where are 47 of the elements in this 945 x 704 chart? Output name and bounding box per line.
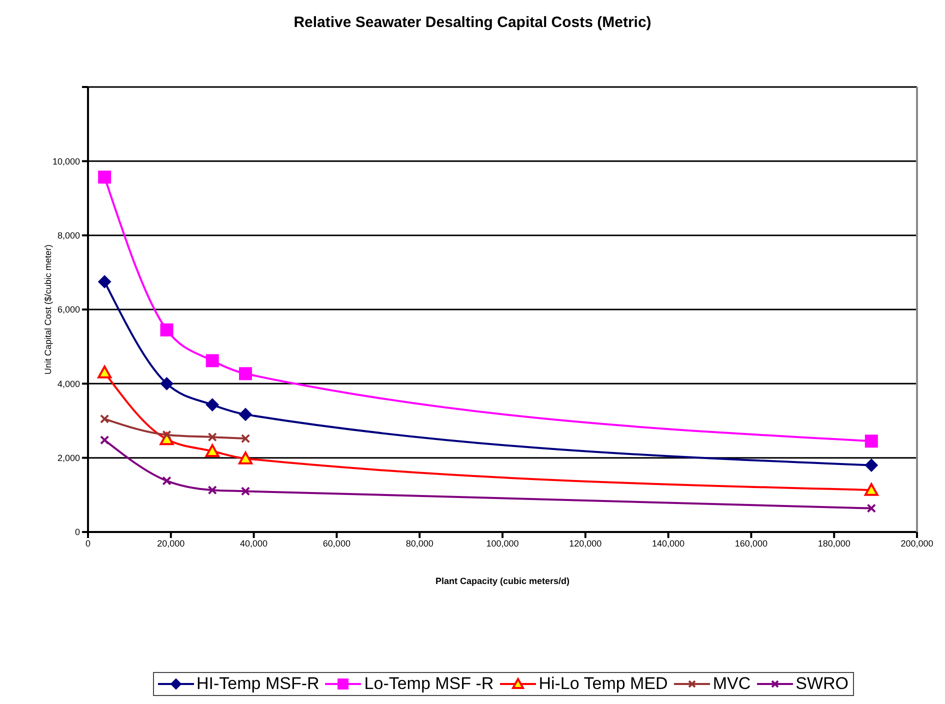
x-tick-label: 180,000 — [818, 538, 850, 548]
y-tick-label: 8,000 — [57, 230, 80, 241]
legend-label: Hi-Lo Temp MED — [538, 674, 668, 694]
y-tick-label: 6,000 — [57, 304, 80, 315]
point — [208, 485, 217, 495]
point — [240, 486, 250, 496]
chart-title: Relative Seawater Desalting Capital Costs (Metric) — [292, 14, 652, 31]
point — [206, 354, 219, 368]
point — [100, 414, 110, 424]
point — [98, 275, 112, 288]
y-tick-label: 10,000 — [52, 156, 80, 166]
point — [160, 377, 174, 390]
y-tick-label: 2,000 — [57, 453, 80, 464]
point — [162, 476, 172, 486]
point — [238, 452, 253, 464]
legend-label: SWRO — [796, 674, 848, 694]
y-axis-title: Unit Capital Cost ($/cubic meter) — [43, 244, 54, 375]
x-tick-label: 60,000 — [322, 538, 350, 548]
y-tick-label: 4,000 — [57, 378, 80, 389]
legend-label: MVC — [712, 674, 751, 694]
point — [239, 408, 252, 421]
x-tick-label: 40,000 — [240, 538, 268, 548]
legend-label: Lo-Temp MSF -R — [364, 674, 494, 694]
point — [864, 434, 878, 448]
point — [206, 398, 219, 412]
point — [208, 432, 217, 442]
x-tick-label: 160,000 — [734, 538, 768, 548]
y-tick-label: 0 — [74, 527, 80, 538]
x-tick-label: 140,000 — [652, 538, 685, 548]
x-axis-title: Plant Capacity (cubic meters/d) — [435, 576, 570, 586]
point — [240, 434, 250, 444]
x-tick-label: 0 — [85, 538, 91, 548]
x-tick-label: 100,000 — [486, 538, 519, 548]
point — [864, 458, 878, 472]
point — [205, 444, 220, 457]
point — [98, 366, 112, 378]
point — [239, 367, 252, 380]
x-tick-label: 80,000 — [406, 538, 434, 548]
x-tick-label: 200,000 — [900, 538, 934, 548]
point — [160, 323, 174, 336]
x-tick-label: 120,000 — [569, 538, 602, 548]
point — [864, 483, 878, 496]
x-tick-label: 20,000 — [157, 538, 185, 548]
point — [100, 435, 110, 445]
point — [866, 504, 876, 513]
legend-label: HI-Temp MSF-R — [196, 674, 320, 694]
point — [98, 170, 112, 184]
